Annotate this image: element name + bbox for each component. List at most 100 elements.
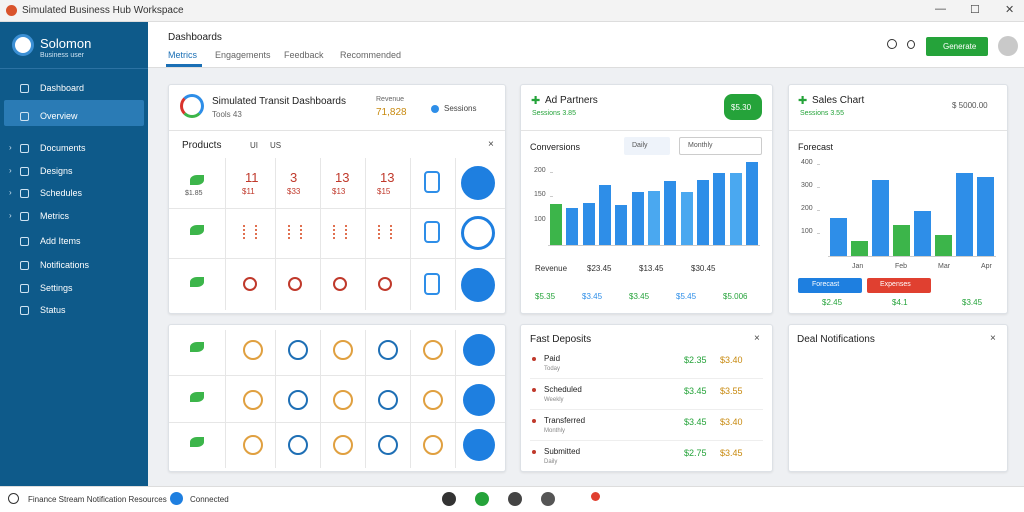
nav-item[interactable]: Settings bbox=[40, 283, 73, 293]
nav-item[interactable]: Designs bbox=[40, 166, 73, 176]
bar bbox=[956, 172, 973, 256]
grid-line bbox=[225, 158, 226, 310]
tab[interactable]: Engagements bbox=[215, 50, 271, 60]
select-label[interactable]: Monthly bbox=[688, 142, 713, 149]
nav-item[interactable]: Schedules bbox=[40, 188, 83, 198]
bar bbox=[664, 181, 677, 245]
badge-pill bbox=[724, 94, 762, 120]
button-label[interactable]: Forecast bbox=[812, 281, 840, 288]
x-label: Feb bbox=[895, 263, 908, 270]
blue-button[interactable] bbox=[461, 166, 495, 200]
grid-line bbox=[225, 330, 226, 468]
select[interactable] bbox=[679, 137, 762, 155]
footer-value: $3.45 bbox=[582, 292, 603, 301]
row-b: $3.55 bbox=[720, 386, 743, 396]
generate-button[interactable] bbox=[926, 37, 988, 56]
app-icon bbox=[424, 171, 440, 193]
chip-label[interactable]: Daily bbox=[632, 142, 648, 149]
nav-item[interactable]: Metrics bbox=[40, 211, 69, 221]
tab[interactable]: Feedback bbox=[284, 50, 324, 60]
taskbar-icon[interactable] bbox=[541, 492, 555, 506]
grid-line bbox=[275, 158, 276, 310]
round-icon bbox=[378, 340, 398, 360]
y-tick bbox=[817, 233, 820, 234]
row-name: Transferred bbox=[544, 416, 586, 425]
nav-item[interactable]: Notifications bbox=[40, 260, 90, 270]
nav-item[interactable]: Documents bbox=[40, 143, 86, 153]
button-red[interactable] bbox=[867, 278, 931, 293]
bar bbox=[713, 173, 726, 245]
taskbar-icon[interactable] bbox=[442, 492, 456, 506]
blue-button[interactable] bbox=[463, 429, 495, 461]
bar bbox=[696, 180, 709, 245]
nav-caret[interactable]: › bbox=[9, 166, 12, 175]
grid-line bbox=[365, 330, 366, 468]
blue-button[interactable] bbox=[463, 334, 495, 366]
blue-button[interactable] bbox=[463, 384, 495, 416]
round-icon bbox=[288, 435, 308, 455]
round-icon bbox=[243, 435, 263, 455]
window-control[interactable]: — bbox=[935, 3, 946, 15]
round-icon bbox=[243, 340, 263, 360]
nav-icon bbox=[20, 237, 29, 246]
y-tick bbox=[817, 187, 820, 188]
bar bbox=[648, 190, 660, 245]
nav-caret[interactable]: › bbox=[9, 188, 12, 197]
round-icon bbox=[288, 390, 308, 410]
nav-item[interactable]: Dashboard bbox=[40, 83, 85, 93]
row-divider bbox=[530, 440, 763, 441]
y-tick bbox=[550, 172, 553, 174]
app-icon bbox=[424, 273, 440, 295]
button-blue[interactable] bbox=[798, 278, 862, 293]
window-control[interactable]: ✕ bbox=[1005, 4, 1015, 16]
card-title: Ad Partners bbox=[545, 95, 598, 106]
round-icon bbox=[243, 277, 257, 291]
plus: ✚ bbox=[531, 95, 541, 107]
blue-button[interactable] bbox=[461, 268, 495, 302]
avatar bbox=[12, 34, 34, 56]
search-icon bbox=[887, 39, 897, 49]
nav-item[interactable]: Status bbox=[40, 305, 66, 315]
metric-sub: $15 bbox=[377, 187, 391, 196]
divider bbox=[169, 130, 505, 131]
card bbox=[788, 324, 1008, 472]
bar bbox=[851, 241, 868, 256]
nav-icon bbox=[20, 167, 29, 176]
section-tab[interactable]: UI bbox=[250, 141, 258, 150]
bar bbox=[729, 173, 742, 245]
y-tick-label: 200 bbox=[534, 167, 546, 175]
bullet bbox=[532, 388, 536, 392]
tab-underline bbox=[166, 64, 202, 67]
nav-icon bbox=[20, 306, 29, 315]
section-tab[interactable]: US bbox=[270, 141, 282, 150]
y-tick bbox=[550, 196, 553, 198]
y-tick-label: 100 bbox=[801, 228, 813, 235]
bullet bbox=[532, 450, 536, 454]
nav-item[interactable]: Add Items bbox=[40, 236, 81, 246]
bar bbox=[566, 207, 579, 245]
card-subtitle: Sessions 3.55 bbox=[800, 110, 844, 117]
status-text: Finance Stream Notification Resources bbox=[28, 495, 167, 504]
nav-caret[interactable]: › bbox=[9, 143, 12, 152]
taskbar-icon[interactable] bbox=[475, 492, 489, 506]
tab[interactable]: Metrics bbox=[168, 50, 197, 60]
close-icon[interactable]: × bbox=[488, 139, 494, 150]
nav-item[interactable]: Overview bbox=[40, 111, 78, 121]
taskbar-icon[interactable] bbox=[508, 492, 522, 506]
grid-line bbox=[275, 330, 276, 468]
nav-caret[interactable]: › bbox=[9, 211, 12, 220]
button-label[interactable]: Expenses bbox=[880, 281, 911, 288]
window-control[interactable]: ☐ bbox=[970, 4, 980, 16]
profile bbox=[998, 36, 1018, 56]
close-icon[interactable]: × bbox=[990, 333, 996, 344]
tab[interactable]: Recommended bbox=[340, 50, 402, 60]
blue-button[interactable] bbox=[461, 216, 495, 250]
divider bbox=[0, 68, 148, 69]
y-tick bbox=[817, 164, 820, 165]
row-name: Submitted bbox=[544, 447, 581, 456]
close-icon[interactable]: × bbox=[754, 333, 760, 344]
round-icon bbox=[243, 390, 263, 410]
generate-label[interactable]: Generate bbox=[943, 42, 977, 51]
badge-value: $5.30 bbox=[731, 103, 752, 112]
round-icon bbox=[333, 277, 347, 291]
